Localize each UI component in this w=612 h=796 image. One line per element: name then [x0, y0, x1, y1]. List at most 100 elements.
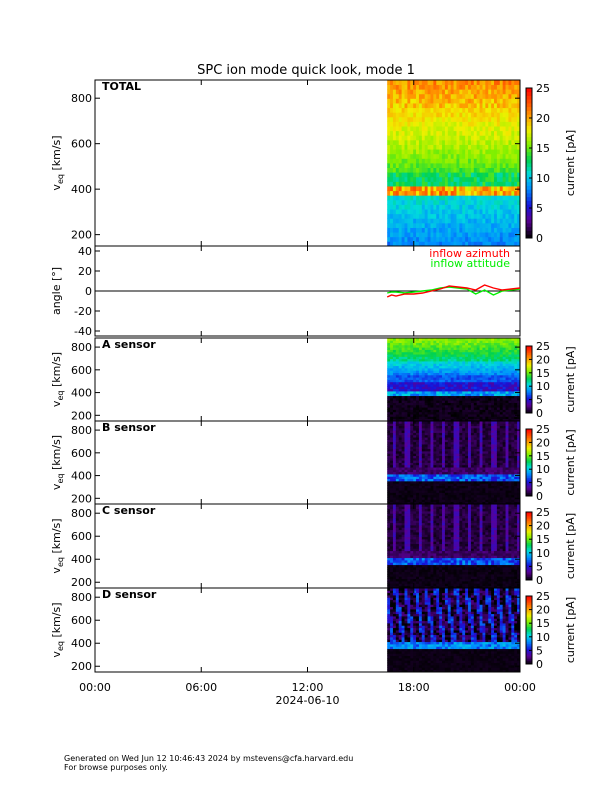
- heatmap-cell: [445, 407, 448, 410]
- heatmap-cell: [436, 223, 439, 228]
- heatmap-cell: [506, 112, 509, 117]
- heatmap-cell: [480, 228, 483, 233]
- heatmap-cell: [456, 108, 459, 113]
- heatmap-cell: [503, 442, 506, 445]
- heatmap-cell: [497, 112, 500, 117]
- heatmap-cell: [407, 232, 410, 237]
- heatmap-cell: [390, 200, 393, 205]
- heatmap-cell: [399, 112, 402, 117]
- heatmap-cell: [456, 218, 459, 223]
- heatmap-cell: [494, 117, 497, 122]
- heatmap-cell: [445, 98, 448, 103]
- heatmap-cell: [405, 449, 408, 452]
- heatmap-cell: [456, 209, 459, 214]
- heatmap-cell: [439, 350, 442, 353]
- heatmap-cell: [454, 149, 457, 154]
- heatmap-cell: [425, 181, 428, 186]
- heatmap-cell: [387, 223, 390, 228]
- heatmap-cell: [451, 149, 454, 154]
- heatmap-cell: [442, 340, 445, 343]
- heatmap-cell: [506, 442, 509, 445]
- heatmap-cell: [402, 340, 405, 343]
- heatmap-cell: [393, 191, 396, 196]
- heatmap-cell: [451, 403, 454, 406]
- heatmap-cell: [448, 149, 451, 154]
- heatmap-cell: [433, 391, 436, 394]
- heatmap-cell: [511, 223, 514, 228]
- heatmap-cell: [497, 396, 500, 399]
- heatmap-cell: [451, 490, 454, 493]
- heatmap-cell: [506, 103, 509, 108]
- heatmap-cell: [500, 442, 503, 445]
- heatmap-cell: [497, 463, 500, 466]
- heatmap-cell: [442, 490, 445, 493]
- heatmap-cell: [488, 437, 491, 440]
- heatmap-cell: [508, 228, 511, 233]
- heatmap-cell: [433, 490, 436, 493]
- heatmap-cell: [410, 442, 413, 445]
- heatmap-cell: [480, 223, 483, 228]
- heatmap-cell: [439, 85, 442, 90]
- heatmap-cell: [474, 214, 477, 219]
- heatmap-cell: [456, 479, 459, 482]
- heatmap-cell: [485, 163, 488, 168]
- heatmap-cell: [497, 479, 500, 482]
- heatmap-cell: [465, 483, 468, 486]
- heatmap-cell: [465, 145, 468, 150]
- heatmap-cell: [439, 195, 442, 200]
- heatmap-cell: [474, 154, 477, 159]
- heatmap-cell: [494, 181, 497, 186]
- heatmap-cell: [431, 370, 434, 373]
- colorbar-segment: [526, 92, 532, 96]
- heatmap-cell: [500, 214, 503, 219]
- heatmap-cell: [390, 361, 393, 364]
- heatmap-cell: [491, 463, 494, 466]
- heatmap-cell: [500, 463, 503, 466]
- heatmap-cell: [416, 479, 419, 482]
- heatmap-cell: [448, 396, 451, 399]
- heatmap-cell: [482, 469, 485, 472]
- heatmap-cell: [477, 112, 480, 117]
- heatmap-cell: [410, 232, 413, 237]
- heatmap-cell: [462, 205, 465, 210]
- heatmap-cells: [387, 80, 520, 246]
- heatmap-cell: [508, 214, 511, 219]
- heatmap-cell: [459, 223, 462, 228]
- heatmap-cell: [431, 486, 434, 489]
- heatmap-cell: [451, 181, 454, 186]
- heatmap-cell: [508, 403, 511, 406]
- heatmap-cell: [459, 181, 462, 186]
- heatmap-cell: [497, 361, 500, 364]
- heatmap-cell: [428, 391, 431, 394]
- heatmap-cell: [459, 483, 462, 486]
- heatmap-cell: [419, 499, 422, 502]
- heatmap-cell: [471, 340, 474, 343]
- heatmap-cell: [477, 126, 480, 131]
- heatmap-cell: [416, 126, 419, 131]
- heatmap-cell: [459, 214, 462, 219]
- heatmap-cell: [454, 469, 457, 472]
- heatmap-cell: [439, 469, 442, 472]
- heatmap-cell: [387, 209, 390, 214]
- heatmap-cell: [482, 98, 485, 103]
- heatmap-cell: [471, 479, 474, 482]
- heatmap-cell: [413, 205, 416, 210]
- heatmap-cell: [480, 340, 483, 343]
- heatmap-cell: [488, 232, 491, 237]
- heatmap-cell: [410, 474, 413, 477]
- heatmap-cell: [387, 340, 390, 343]
- heatmap-cell: [413, 103, 416, 108]
- heatmap-cell: [462, 350, 465, 353]
- heatmap-cell: [474, 391, 477, 394]
- heatmap-cell: [482, 172, 485, 177]
- heatmap-cell: [500, 228, 503, 233]
- heatmap-cell: [468, 145, 471, 150]
- heatmap-cell: [422, 382, 425, 385]
- heatmap-cell: [485, 386, 488, 389]
- heatmap-cell: [459, 474, 462, 477]
- heatmap-cell: [508, 209, 511, 214]
- heatmap-cell: [491, 209, 494, 214]
- heatmap-cell: [419, 177, 422, 182]
- heatmap-cell: [488, 154, 491, 159]
